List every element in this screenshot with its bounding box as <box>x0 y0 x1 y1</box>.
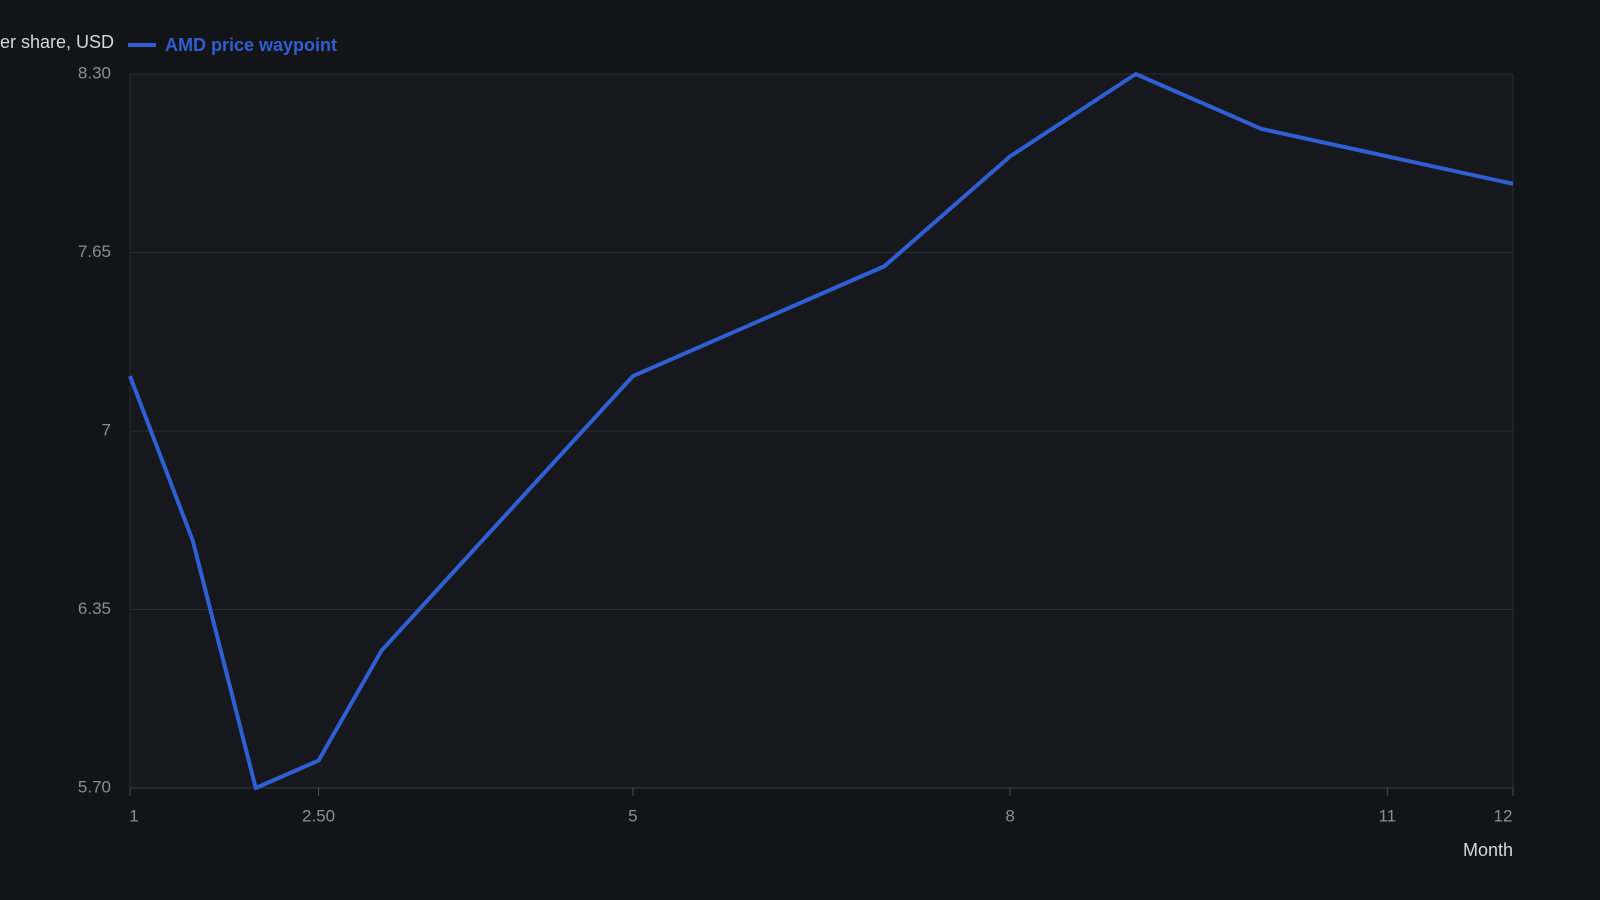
line-series <box>128 72 1514 790</box>
y-tick-label: 6.35 <box>78 599 111 618</box>
y-tick-label: 7.65 <box>78 242 111 261</box>
y-axis-label: er share, USD <box>0 32 114 52</box>
x-tick-label: 5 <box>628 806 637 825</box>
y-tick-label: 7 <box>102 420 111 439</box>
x-tick-label: 2.50 <box>302 806 335 825</box>
x-tick-label: 1 <box>129 806 138 825</box>
y-tick-label: 5.70 <box>78 777 111 796</box>
legend-label: AMD price waypoint <box>165 35 337 55</box>
x-tick-label: 12 <box>1494 806 1513 825</box>
x-tick-label: 11 <box>1378 806 1396 825</box>
x-axis-label: Month <box>1463 840 1513 860</box>
x-tick-label: 8 <box>1005 806 1014 825</box>
y-tick-label: 8.30 <box>78 63 111 82</box>
